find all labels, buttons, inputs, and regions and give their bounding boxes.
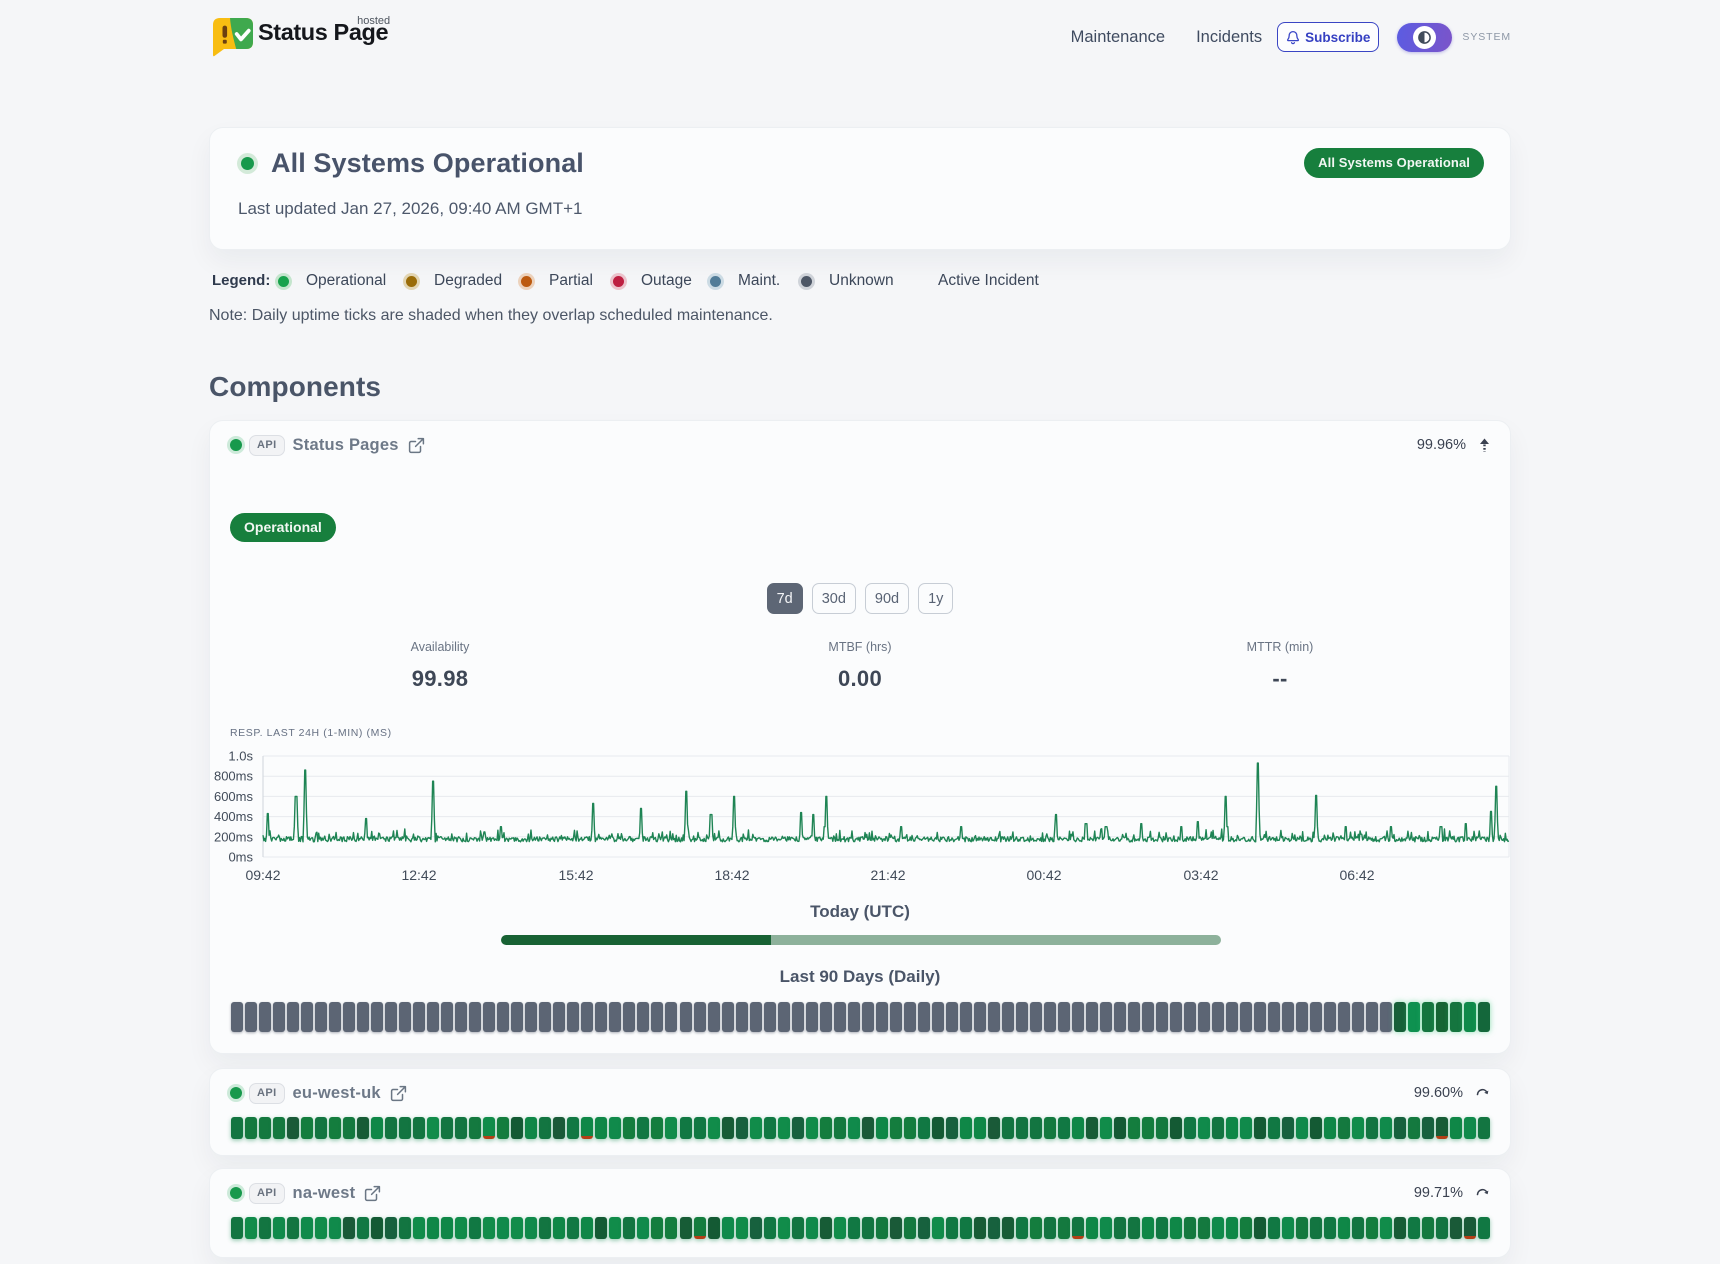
svg-text:600ms: 600ms xyxy=(214,789,254,804)
svg-text:06:42: 06:42 xyxy=(1339,867,1374,883)
svg-text:RESP. LAST 24H (1-MIN) (MS): RESP. LAST 24H (1-MIN) (MS) xyxy=(230,727,392,739)
svg-text:21:42: 21:42 xyxy=(870,867,905,883)
svg-text:00:42: 00:42 xyxy=(1026,867,1061,883)
svg-text:03:42: 03:42 xyxy=(1183,867,1218,883)
svg-text:400ms: 400ms xyxy=(214,809,254,824)
svg-text:200ms: 200ms xyxy=(214,829,254,844)
svg-text:1.0s: 1.0s xyxy=(228,749,253,764)
svg-text:800ms: 800ms xyxy=(214,769,254,784)
svg-text:09:42: 09:42 xyxy=(245,867,280,883)
svg-text:18:42: 18:42 xyxy=(714,867,749,883)
svg-text:12:42: 12:42 xyxy=(401,867,436,883)
svg-text:0ms: 0ms xyxy=(228,850,253,865)
svg-text:15:42: 15:42 xyxy=(558,867,593,883)
